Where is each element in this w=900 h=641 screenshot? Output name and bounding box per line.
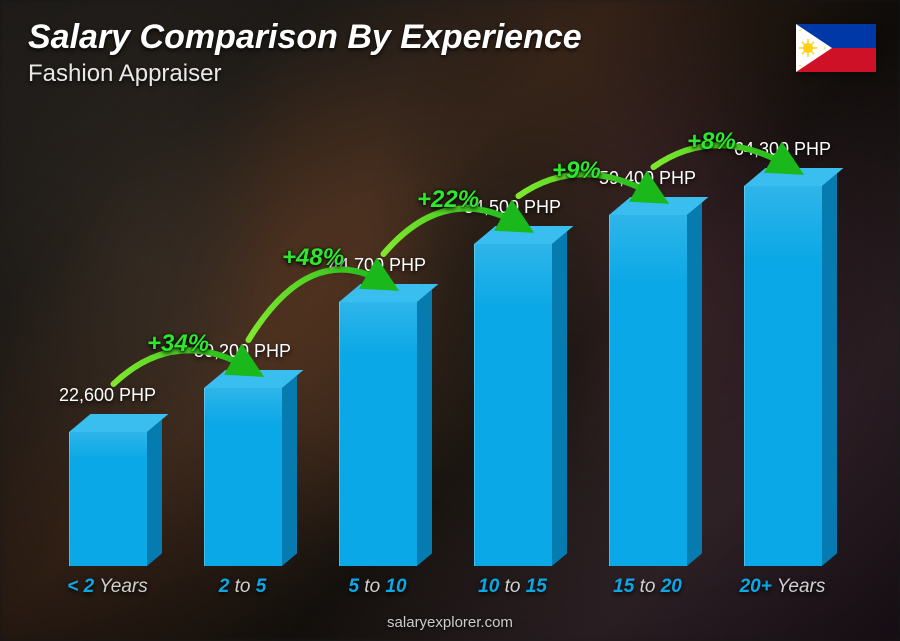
bar [474,244,552,566]
bar [339,302,417,566]
x-axis-label: 5 to 10 [348,576,406,598]
pct-increase-label: +48% [282,244,344,272]
bar-side [687,202,702,566]
bar [609,215,687,566]
bar-side [417,289,432,566]
bar [204,388,282,566]
bar-front [204,388,282,566]
bar-side [282,375,297,566]
bar-front [69,432,147,566]
x-axis-label: 10 to 15 [478,576,547,598]
chart-subtitle: Fashion Appraiser [28,60,221,88]
pct-increase-label: +8% [687,128,736,156]
bar-side [822,173,837,566]
bar-side [552,231,567,566]
bar-chart: 22,600 PHP< 2 Years30,200 PHP2 to 544,70… [40,120,850,566]
bar-side [147,419,162,566]
bar-front [339,302,417,566]
content-layer: Salary Comparison By Experience Fashion … [0,0,900,641]
x-axis-label: < 2 Years [67,576,147,598]
pct-increase-label: +22% [417,186,479,214]
x-axis-label: 20+ Years [740,576,826,598]
pct-increase-label: +9% [552,157,601,185]
bar [744,186,822,566]
bar-front [744,186,822,566]
chart-title: Salary Comparison By Experience [28,18,582,57]
x-axis-label: 2 to 5 [219,576,267,598]
bar-value-label: 64,300 PHP [734,139,831,160]
bar-value-label: 59,400 PHP [599,168,696,189]
bar-front [609,215,687,566]
flag-icon [796,24,876,72]
x-axis-label: 15 to 20 [613,576,682,598]
bar [69,432,147,566]
bar-value-label: 22,600 PHP [59,385,156,406]
pct-increase-label: +34% [147,330,209,358]
bar-front [474,244,552,566]
footer-attribution: salaryexplorer.com [0,614,900,631]
